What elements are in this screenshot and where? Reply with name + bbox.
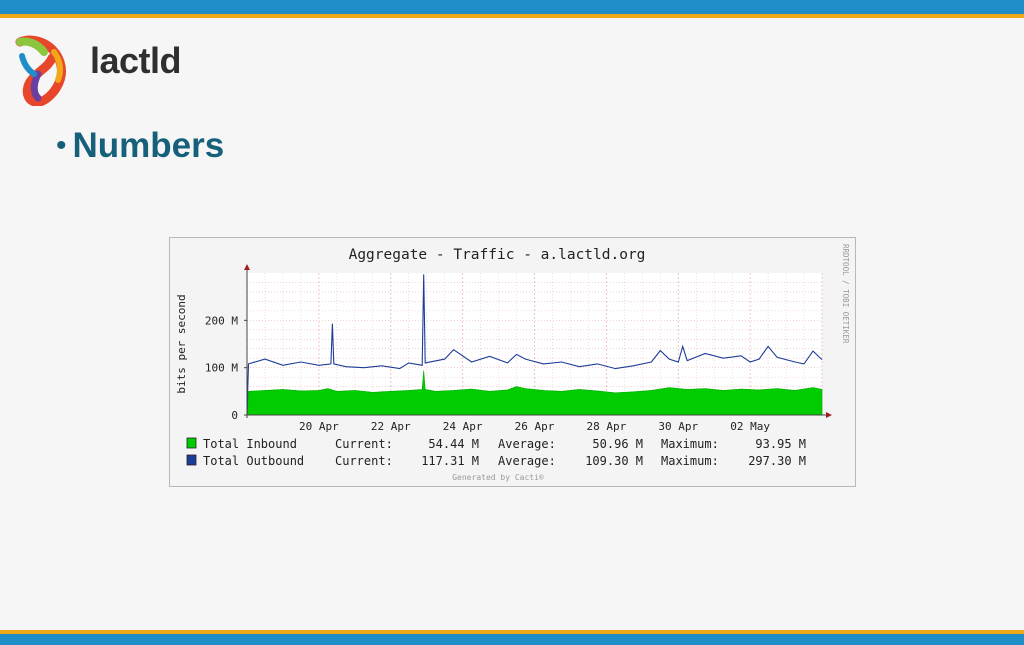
x-tick-label: 22 Apr [371,420,411,433]
legend-current-label-outbound: Current: [335,454,393,468]
x-tick-label: 28 Apr [587,420,627,433]
legend-name-outbound: Total Outbound [203,454,304,468]
x-tick-label: 24 Apr [443,420,483,433]
legend-average-outbound: 109.30 M [585,454,643,468]
legend-maximum-label-outbound: Maximum: [661,454,719,468]
x-tick-label: 26 Apr [515,420,555,433]
x-tick-label: 02 May [730,420,770,433]
legend-current-outbound: 117.31 M [421,454,479,468]
legend-average-inbound: 50.96 M [592,437,643,451]
series-line-outbound [246,274,823,416]
x-axis-arrow [826,412,832,418]
inbound-area-layer [246,370,823,416]
x-tick-labels: 20 Apr 22 Apr 24 Apr 26 Apr 28 Apr 30 Apr 02 M… [299,420,770,433]
slide-title: Numbers [72,126,225,165]
bullet-marker: • [56,129,67,162]
bottom-accent-stripe [0,630,1024,634]
y-tick-label: 100 M [205,362,238,375]
series-area-inbound [246,370,823,416]
axes [244,264,832,418]
traffic-chart-svg: Aggregate - Traffic - a.lactld.org bits … [175,244,850,482]
chart-title: Aggregate - Traffic - a.lactld.org [349,247,646,263]
x-tick-label: 30 Apr [658,420,698,433]
bullet-heading: • Numbers [56,122,224,170]
y-axis-label: bits per second [175,294,188,393]
legend-average-label-inbound: Average: [498,437,556,451]
x-tick-label: 20 Apr [299,420,339,433]
lactld-logo: lactld [14,34,184,107]
legend-average-label-outbound: Average: [498,454,556,468]
legend-current-inbound: 54.44 M [428,437,479,451]
bottom-footer-bar [0,634,1024,645]
legend-maximum-outbound: 297.30 M [748,454,806,468]
logo-wordmark: lactld [90,40,182,81]
traffic-graph: Aggregate - Traffic - a.lactld.org bits … [169,237,856,487]
legend-maximum-label-inbound: Maximum: [661,437,719,451]
legend-maximum-inbound: 93.95 M [755,437,806,451]
legend-name-inbound: Total Inbound [203,437,297,451]
y-tick-label: 200 M [205,314,238,327]
legend-swatch-inbound [186,437,197,449]
y-tick-label: 0 [231,409,238,422]
top-header-bar [0,0,1024,14]
legend: Total Inbound Current: 54.44 M Average: … [186,437,806,468]
y-tick-labels: 0 100 M 200 M [205,314,247,422]
lactld-logo-mark [15,35,66,107]
chart-footer: Generated by Cacti® [452,473,544,482]
rrdtool-credit: RRDTOOL / TOBI OETIKER [841,244,850,344]
legend-item-outbound: Total Outbound Current: 117.31 M Average… [186,454,806,468]
y-axis-arrow [244,264,250,270]
legend-item-inbound: Total Inbound Current: 54.44 M Average: … [186,437,806,451]
top-accent-stripe [0,14,1024,18]
legend-swatch-outbound [186,454,197,466]
legend-current-label-inbound: Current: [335,437,393,451]
outbound-line-layer [246,274,823,416]
